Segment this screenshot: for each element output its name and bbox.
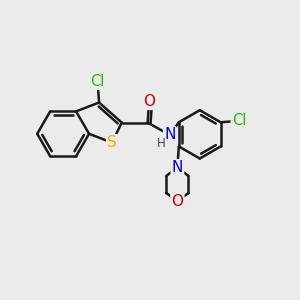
Text: O: O: [143, 94, 155, 109]
Text: N: N: [164, 128, 176, 142]
Text: N: N: [172, 160, 183, 175]
Text: O: O: [171, 194, 183, 209]
Text: S: S: [107, 135, 117, 150]
Text: Cl: Cl: [232, 113, 246, 128]
Text: H: H: [157, 137, 166, 150]
Text: Cl: Cl: [90, 74, 105, 89]
